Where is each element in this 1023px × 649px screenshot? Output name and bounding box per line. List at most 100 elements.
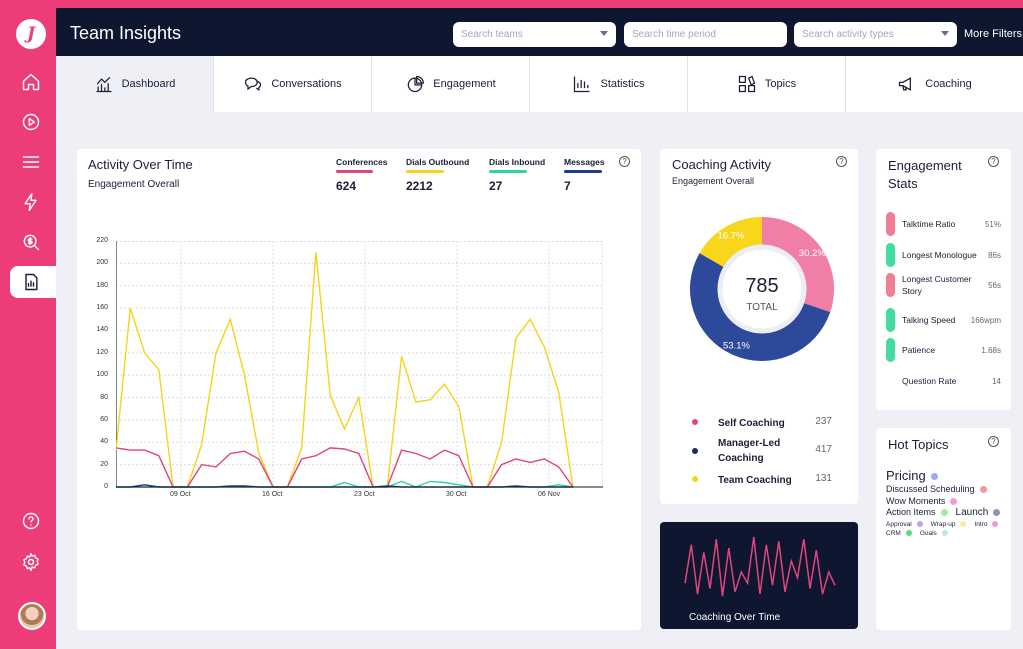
plot-frame bbox=[116, 241, 603, 488]
topic-row: CRM Goals bbox=[886, 527, 948, 537]
coaching-over-time-sparkline bbox=[684, 536, 836, 597]
bolt-icon[interactable] bbox=[18, 189, 44, 215]
topic-dot bbox=[992, 521, 999, 528]
y-tick-label: 60 bbox=[100, 415, 108, 423]
stat-name: Talktime Ratio bbox=[902, 219, 956, 229]
stat-row: Talking Speed 166wpm bbox=[886, 308, 1001, 332]
y-tick-label: 120 bbox=[96, 348, 108, 356]
metric-bar bbox=[564, 170, 602, 173]
stat-value: 1.68s bbox=[981, 345, 1001, 355]
stat-value: 56s bbox=[988, 280, 1001, 290]
donut-inner-ring bbox=[717, 244, 807, 334]
settings-icon[interactable] bbox=[18, 549, 44, 575]
tab-dashboard[interactable]: Dashboard bbox=[56, 56, 213, 112]
teams-select[interactable]: Search teams bbox=[453, 22, 616, 47]
topic-row: Discussed Scheduling bbox=[886, 484, 987, 494]
metric-dials-inbound: Dials Inbound 27 bbox=[489, 157, 546, 193]
dollar-search-icon[interactable] bbox=[18, 229, 44, 255]
topic-tag[interactable]: Wow Moments bbox=[886, 496, 958, 506]
page-title: Team Insights bbox=[70, 23, 182, 43]
x-tick-label: 06 Nov bbox=[538, 491, 561, 498]
left-rail: J bbox=[0, 0, 56, 649]
y-tick-label: 220 bbox=[96, 237, 108, 244]
tab-topics[interactable]: Topics bbox=[687, 56, 845, 112]
stat-row: Patience 1.68s bbox=[886, 338, 1001, 362]
tab-statistics[interactable]: Statistics bbox=[529, 56, 687, 112]
topic-tag[interactable]: Wrap-up bbox=[931, 521, 967, 528]
tab-conversations[interactable]: Conversations bbox=[213, 56, 371, 112]
coaching-title: Coaching Activity bbox=[672, 157, 771, 172]
engagement-help-icon[interactable]: ? bbox=[988, 156, 999, 167]
x-tick-label: 23 Oct bbox=[354, 491, 375, 498]
tab-engagement[interactable]: Engagement bbox=[371, 56, 529, 112]
topic-tag[interactable]: Approval bbox=[886, 521, 923, 528]
more-filters-button[interactable]: More Filters bbox=[964, 28, 1023, 40]
activity-help-icon[interactable]: ? bbox=[619, 156, 630, 167]
donut-pct-label: 53.1% bbox=[723, 341, 750, 352]
legend-dot bbox=[692, 476, 698, 482]
user-avatar[interactable] bbox=[18, 602, 46, 630]
stat-indicator bbox=[886, 308, 895, 332]
stat-indicator bbox=[886, 243, 895, 267]
help-icon[interactable] bbox=[18, 508, 44, 534]
stat-name: Longest Monologue bbox=[902, 250, 977, 260]
y-tick-label: 80 bbox=[100, 393, 108, 401]
donut-pct-label: 16.7% bbox=[717, 230, 744, 241]
donut-slice-manager-led-coaching[interactable] bbox=[690, 253, 831, 361]
topic-dot bbox=[930, 473, 938, 481]
metric-dials-outbound: Dials Outbound 2212 bbox=[406, 157, 470, 193]
activity-line-chart bbox=[116, 241, 603, 488]
coaching-help-icon[interactable]: ? bbox=[836, 156, 847, 167]
topic-dot bbox=[916, 521, 923, 528]
stat-name: Longest Customer Story bbox=[902, 274, 972, 296]
topic-tag[interactable]: Pricing bbox=[886, 468, 938, 483]
stat-row: Talktime Ratio 51% bbox=[886, 212, 1001, 236]
coaching-donut-chart: 30.2% 53.1% 16.7% bbox=[690, 217, 834, 361]
stat-name: Question Rate bbox=[902, 376, 957, 386]
topic-dot bbox=[905, 530, 912, 537]
megaphone-icon bbox=[899, 77, 912, 91]
coaching-over-time-card[interactable]: Coaching Over Time bbox=[660, 522, 858, 629]
donut-total: 785 bbox=[745, 275, 779, 297]
topic-tag[interactable]: Launch bbox=[956, 507, 1001, 518]
tab-coaching[interactable]: Coaching bbox=[845, 56, 1023, 112]
stat-name: Patience bbox=[902, 345, 936, 355]
donut-slice-team-coaching[interactable] bbox=[699, 217, 762, 268]
report-tab-active[interactable] bbox=[10, 266, 56, 298]
topic-dot bbox=[960, 521, 967, 528]
stat-value: 166wpm bbox=[970, 315, 1001, 325]
topic-row: Action Items Launch bbox=[886, 507, 1001, 518]
metric-conferences: Conferences 624 bbox=[336, 157, 388, 193]
stat-value: 14 bbox=[992, 376, 1001, 386]
chat-icon bbox=[245, 77, 262, 92]
y-tick-label: 160 bbox=[96, 304, 108, 312]
topic-tag[interactable]: Action Items bbox=[886, 507, 948, 517]
topic-tag[interactable]: Discussed Scheduling bbox=[886, 484, 987, 494]
engagement-stats-card bbox=[876, 149, 1011, 410]
app-logo[interactable]: J bbox=[16, 19, 46, 49]
series-line-conferences bbox=[116, 447, 574, 488]
home-icon[interactable] bbox=[18, 69, 44, 95]
report-icon[interactable] bbox=[18, 269, 44, 295]
stat-indicator bbox=[886, 212, 895, 236]
tab-bar: Dashboard Conversations Engagement Stati… bbox=[56, 56, 1023, 112]
y-tick-label: 100 bbox=[96, 371, 108, 379]
hot-topics-help-icon[interactable]: ? bbox=[988, 436, 999, 447]
stat-value: 51% bbox=[984, 219, 1001, 229]
sparkline-series bbox=[684, 536, 836, 597]
topic-row: Pricing bbox=[886, 468, 938, 483]
hot-topics-title: Hot Topics bbox=[888, 437, 949, 452]
top-stripe bbox=[56, 0, 1023, 8]
topic-tag[interactable]: CRM bbox=[886, 530, 912, 537]
topic-tag[interactable]: Goals bbox=[920, 530, 948, 537]
bar-chart-icon bbox=[574, 76, 590, 93]
donut-hole bbox=[718, 245, 806, 333]
topic-tag[interactable]: Intro bbox=[974, 521, 999, 528]
donut-slice-self-coaching[interactable] bbox=[762, 217, 834, 313]
menu-icon[interactable] bbox=[18, 149, 44, 175]
dashboard-icon bbox=[96, 76, 112, 93]
time-period-input[interactable]: Search time period bbox=[624, 22, 787, 47]
play-icon[interactable] bbox=[18, 109, 44, 135]
x-tick-label: 30 Oct bbox=[446, 491, 467, 498]
activity-types-select[interactable]: Search activity types bbox=[794, 22, 957, 47]
